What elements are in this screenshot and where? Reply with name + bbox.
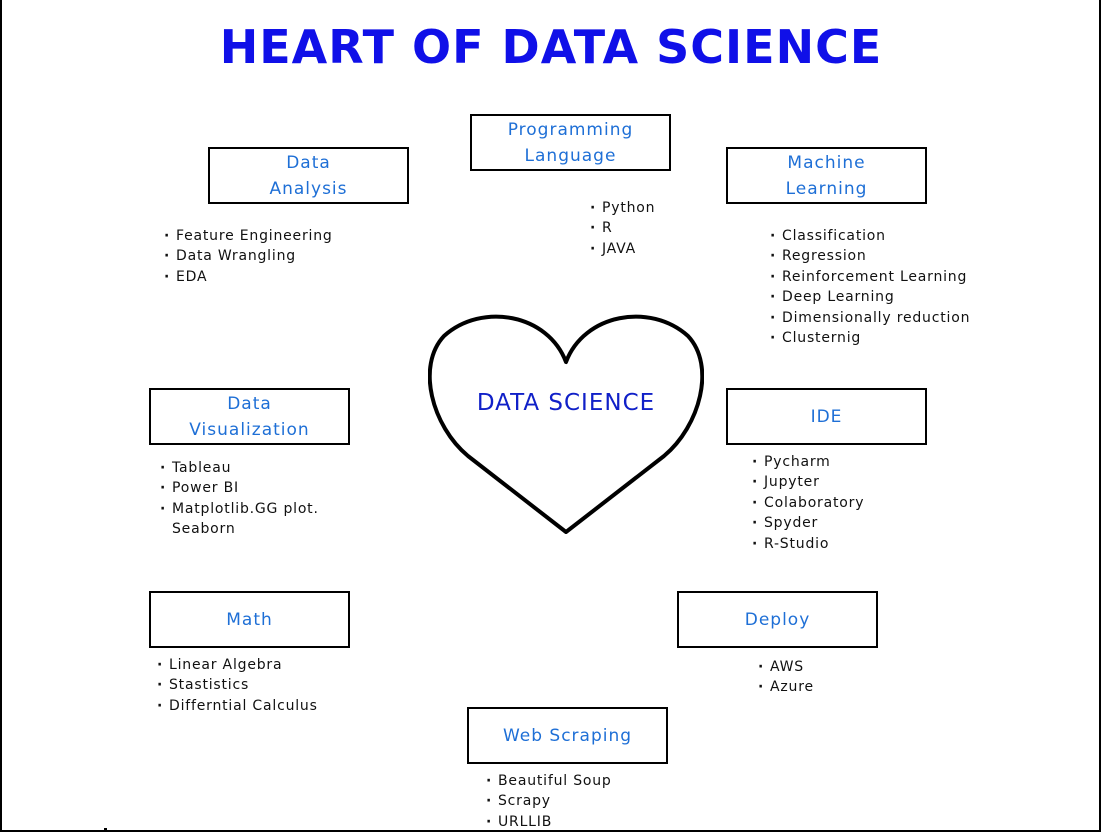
list-item: JAVA xyxy=(590,239,655,260)
node-machine-learning: Machine Learning xyxy=(726,147,927,204)
list-web-scraping: Beautiful SoupScrapyURLLIB xyxy=(486,771,612,833)
node-web-scraping: Web Scraping xyxy=(467,707,668,764)
center-label: DATA SCIENCE xyxy=(476,390,656,416)
list-data-analysis: Feature EngineeringData WranglingEDA xyxy=(164,226,333,288)
heart-outline xyxy=(428,314,704,534)
list-item: Power BI xyxy=(160,478,319,499)
node-deploy: Deploy xyxy=(677,591,878,648)
node-math: Math xyxy=(149,591,350,648)
stray-mark xyxy=(104,828,107,830)
list-item: R xyxy=(590,218,655,239)
list-data-visualization: TableauPower BIMatplotlib.GG plot. Seabo… xyxy=(160,458,319,540)
list-item: Python xyxy=(590,198,655,219)
list-machine-learning: ClassificationRegressionReinforcement Le… xyxy=(770,226,970,349)
list-item: Beautiful Soup xyxy=(486,771,612,792)
list-item: Spyder xyxy=(752,513,864,534)
list-item: EDA xyxy=(164,267,333,288)
node-ide: IDE xyxy=(726,388,927,445)
list-item: Scrapy xyxy=(486,791,612,812)
list-item: Dimensionally reduction xyxy=(770,308,970,329)
list-item: Tableau xyxy=(160,458,319,479)
list-math: Linear AlgebraStastisticsDifferntial Cal… xyxy=(157,655,318,717)
list-item: Stastistics xyxy=(157,675,318,696)
list-item: Pycharm xyxy=(752,452,864,473)
node-data-analysis: Data Analysis xyxy=(208,147,409,204)
list-ide: PycharmJupyterColaboratorySpyderR-Studio xyxy=(752,452,864,554)
list-item: Classification xyxy=(770,226,970,247)
page-title: HEART OF DATA SCIENCE xyxy=(219,20,883,74)
list-item: Regression xyxy=(770,246,970,267)
list-item: Data Wrangling xyxy=(164,246,333,267)
list-item: Differntial Calculus xyxy=(157,696,318,717)
list-item: Azure xyxy=(758,677,814,698)
list-deploy: AWSAzure xyxy=(758,657,814,698)
list-item: R-Studio xyxy=(752,534,864,555)
list-item: Reinforcement Learning xyxy=(770,267,970,288)
list-programming-language: PythonRJAVA xyxy=(590,198,655,260)
list-item: Deep Learning xyxy=(770,287,970,308)
node-programming-language: Programming Language xyxy=(470,114,671,171)
list-item: Feature Engineering xyxy=(164,226,333,247)
list-item: Colaboratory xyxy=(752,493,864,514)
list-item: Matplotlib.GG plot. Seaborn xyxy=(160,499,319,540)
node-data-visualization: Data Visualization xyxy=(149,388,350,445)
list-item: AWS xyxy=(758,657,814,678)
list-item: Linear Algebra xyxy=(157,655,318,676)
list-item: Jupyter xyxy=(752,472,864,493)
heart-shape xyxy=(428,314,704,534)
list-item: Clusternig xyxy=(770,328,970,349)
list-item: URLLIB xyxy=(486,812,612,833)
